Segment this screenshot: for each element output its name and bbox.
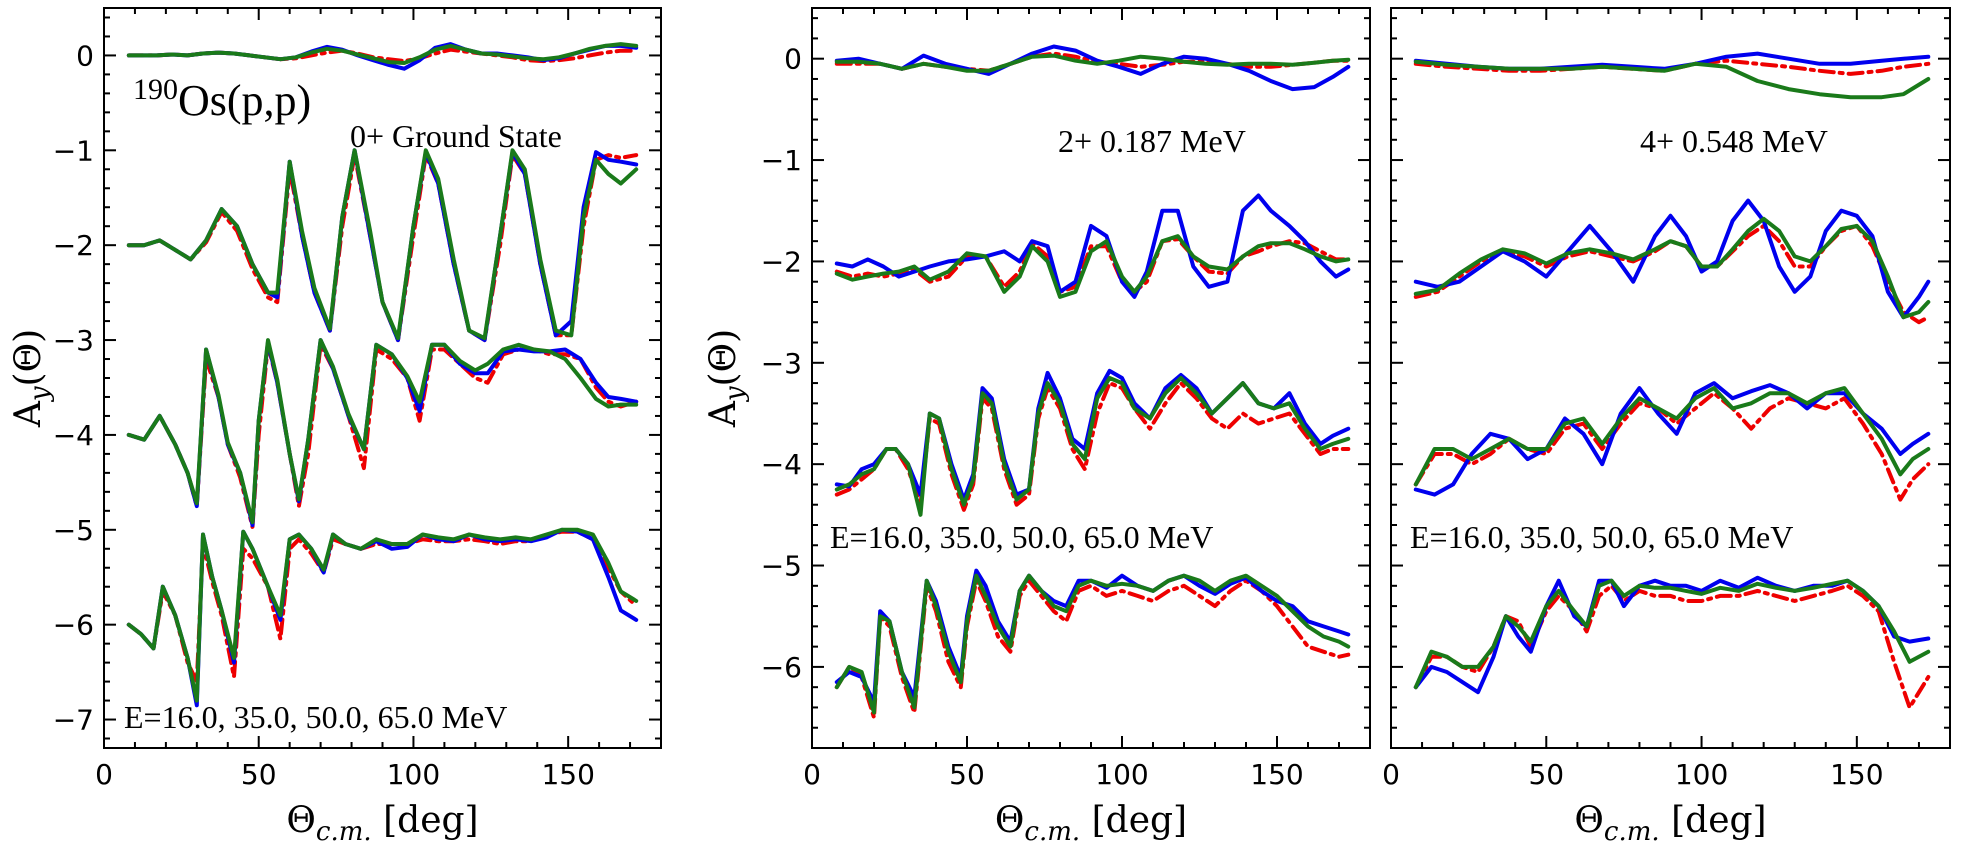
x-tick-label: 0 [95, 758, 113, 791]
axes-frame [811, 7, 1371, 749]
x-axis-title: Θc.m. [deg] [995, 800, 1187, 844]
y-tick-label: −5 [761, 550, 802, 583]
energy-label: E=16.0, 35.0, 50.0, 65.0 MeV [1410, 519, 1793, 555]
y-axis-title: Ay(Θ) [703, 329, 750, 428]
x-tick-label: 100 [1095, 758, 1148, 791]
series-green-65.0mev [1413, 578, 1931, 690]
y-tick-label: −4 [53, 419, 94, 452]
x-tick-label: 150 [1250, 758, 1303, 791]
state-label: 4+ 0.548 MeV [1640, 123, 1828, 159]
series-blue-65.0mev [834, 568, 1351, 705]
y-tick-label: −3 [53, 324, 94, 357]
y-tick-label: 0 [784, 43, 802, 76]
axes-frame [1390, 7, 1951, 749]
y-tick-label: −7 [53, 704, 94, 737]
y-tick-label: −2 [53, 229, 94, 262]
state-label: 0+ Ground State [350, 118, 562, 154]
panel-1: 0 50 100 150 0 −1 −2 −3 −4 −5 −6 −7 Θc.m. [deg] Ay(Θ)… [8, 7, 662, 844]
nucleus-label: 190Os(p,p) [133, 73, 311, 125]
x-tick-label: 150 [541, 758, 594, 791]
plot-area [834, 44, 1351, 720]
series-green-50.0mev [1413, 386, 1931, 487]
x-tick-label: 150 [1830, 758, 1883, 791]
energy-label: E=16.0, 35.0, 50.0, 65.0 MeV [830, 519, 1213, 555]
y-axis-title: Ay(Θ) [8, 329, 55, 428]
series-green-50.0mev [834, 376, 1351, 517]
y-tick-label: −6 [53, 609, 94, 642]
y-tick-label: −1 [53, 134, 94, 167]
series-blue-16.0mev [834, 44, 1351, 92]
series-red-35.0mev [126, 153, 639, 343]
series-blue-50.0mev [1413, 381, 1931, 497]
x-tick-label: 50 [241, 758, 277, 791]
plot-area [126, 42, 639, 708]
y-tick-label: 0 [76, 39, 94, 72]
state-label: 2+ 0.187 MeV [1058, 123, 1246, 159]
series-blue-35.0mev [834, 193, 1351, 299]
y-tick-label: −5 [53, 514, 94, 547]
x-axis-title: Θc.m. [deg] [286, 800, 478, 844]
x-tick-label: 0 [1382, 758, 1400, 791]
series-red-50.0mev [1413, 391, 1931, 502]
panel-2: 0 50 100 150 0 −1 −2 −3 −4 −5 −6 Θc.m. [deg] Ay(Θ) 2+… [703, 7, 1371, 844]
x-tick-label: 50 [1528, 758, 1564, 791]
series-green-35.0mev [834, 234, 1351, 299]
y-tick-label: −1 [761, 144, 802, 177]
y-tick-label: −6 [761, 651, 802, 684]
series-green-35.0mev [126, 148, 639, 341]
series-green-65.0mev [834, 573, 1351, 715]
x-axis-title: Θc.m. [deg] [1574, 800, 1766, 844]
y-tick-label: −3 [761, 347, 802, 380]
series-green-65.0mev [126, 527, 639, 703]
series-blue-35.0mev [1413, 198, 1931, 320]
panel-3: 0 50 100 150 Θc.m. [deg] 4+ 0.548 MeV E=16.0, … [1382, 7, 1951, 844]
series-green-50.0mev [126, 338, 639, 525]
x-tick-label: 0 [803, 758, 821, 791]
x-tick-label: 100 [387, 758, 440, 791]
x-tick-label: 50 [949, 758, 985, 791]
y-tick-label: −4 [761, 448, 802, 481]
series-red-65.0mev [126, 529, 639, 684]
y-tick-label: −2 [761, 245, 802, 278]
series-green-16.0mev [834, 53, 1351, 73]
series-green-16.0mev [1413, 59, 1931, 100]
energy-label: E=16.0, 35.0, 50.0, 65.0 MeV [124, 699, 507, 735]
x-tick-label: 100 [1675, 758, 1728, 791]
plot-area [1413, 51, 1931, 710]
series-green-35.0mev [1413, 216, 1931, 320]
series-green-16.0mev [126, 42, 639, 65]
